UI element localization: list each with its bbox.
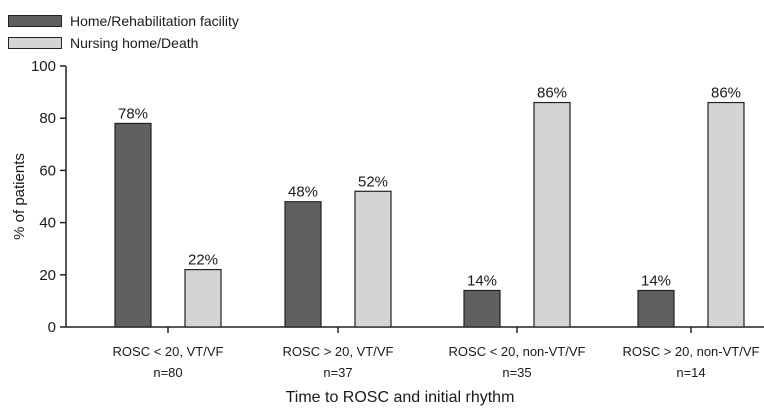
legend-item-nursing: Nursing home/Death	[8, 32, 239, 54]
x-tick-n-label: n=35	[502, 365, 531, 380]
y-tick-label: 100	[31, 58, 56, 75]
x-axis-label: Time to ROSC and initial rhythm	[286, 389, 515, 406]
x-tick-label: ROSC > 20, non-VT/VF	[623, 344, 760, 359]
legend-item-home: Home/Rehabilitation facility	[8, 10, 239, 32]
bar-value-label: 78%	[118, 105, 148, 122]
bar-value-label: 86%	[711, 85, 741, 102]
x-tick-n-label: n=37	[323, 365, 352, 380]
legend-swatch-nursing	[8, 37, 62, 49]
y-tick-label: 20	[39, 267, 56, 284]
legend: Home/Rehabilitation facility Nursing hom…	[8, 10, 239, 54]
y-tick-label: 0	[48, 319, 56, 336]
y-tick-label: 80	[39, 110, 56, 127]
x-tick-label: ROSC > 20, VT/VF	[283, 344, 394, 359]
bar-value-label: 48%	[288, 184, 318, 201]
bar-home-rehab	[637, 289, 675, 328]
bar-home-rehab	[114, 122, 152, 328]
bar-nursing-death	[184, 268, 222, 328]
bar-value-label: 86%	[537, 85, 567, 102]
x-tick-n-label: n=80	[153, 365, 182, 380]
x-tick-label: ROSC < 20, non-VT/VF	[449, 344, 586, 359]
bar-value-label: 22%	[188, 252, 218, 269]
x-tick-n-label: n=14	[676, 365, 705, 380]
legend-swatch-home	[8, 15, 62, 27]
bar-value-label: 14%	[641, 272, 671, 289]
y-tick-label: 40	[39, 215, 56, 232]
bar-value-label: 52%	[358, 173, 388, 190]
bar-home-rehab	[284, 201, 322, 328]
bar-nursing-death	[533, 101, 571, 328]
bar-value-label: 14%	[467, 272, 497, 289]
bar-nursing-death	[707, 101, 745, 328]
bar-nursing-death	[354, 190, 392, 328]
y-axis-label: % of patients	[11, 153, 28, 240]
legend-label-home: Home/Rehabilitation facility	[70, 13, 239, 29]
legend-label-nursing: Nursing home/Death	[70, 35, 199, 51]
y-tick-label: 60	[39, 162, 56, 179]
bar-home-rehab	[463, 289, 501, 328]
x-tick-label: ROSC < 20, VT/VF	[113, 344, 224, 359]
